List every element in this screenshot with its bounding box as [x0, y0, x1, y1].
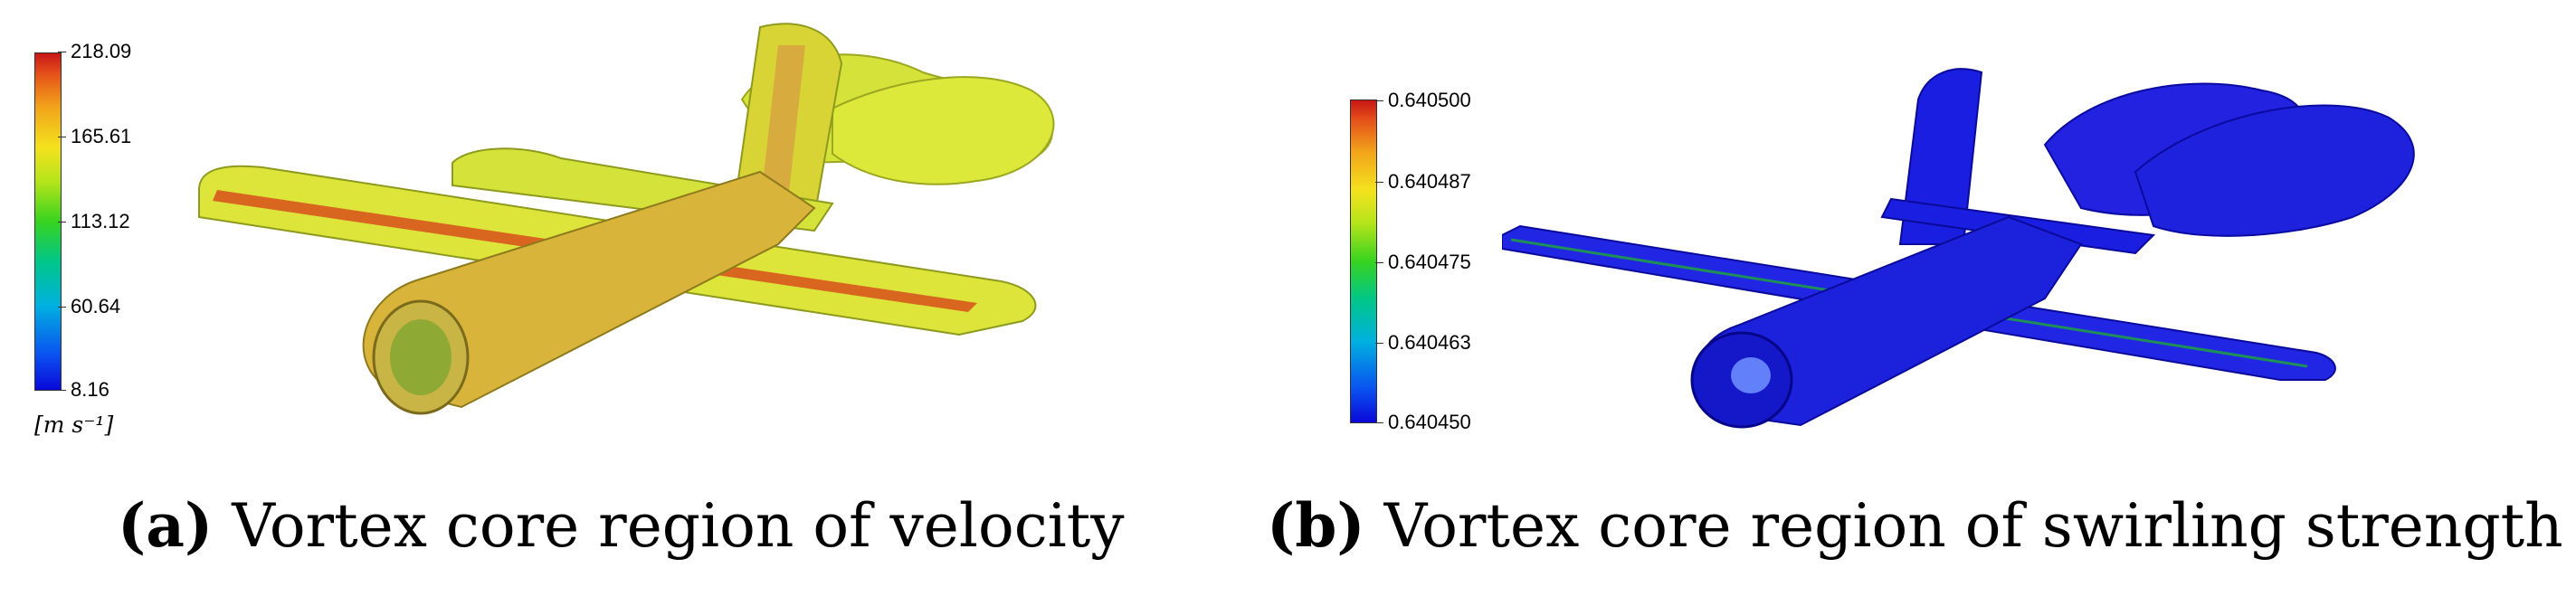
colorbar-unit: [m s⁻¹]	[34, 412, 114, 438]
caption-text: Vortex core region of swirling strength	[1383, 491, 2563, 561]
caption-b: (b) Vortex core region of swirling stren…	[1267, 496, 2563, 556]
caption-text: Vortex core region of velocity	[232, 491, 1125, 561]
aircraft-swirling-strength-isosurface	[1502, 68, 2415, 429]
colorbar-tick: 0.640475	[1375, 251, 1471, 273]
colorbar-tick: 113.12	[58, 210, 130, 232]
aircraft-velocity-isosurface	[198, 23, 1055, 415]
caption-label: (b)	[1267, 490, 1365, 561]
colorbar-tick: 0.640463	[1375, 331, 1471, 354]
colorbar-tick: 8.16	[58, 378, 109, 401]
velocity-colorbar	[34, 52, 62, 391]
colorbar-tick: 0.640500	[1375, 89, 1471, 111]
colorbar-tick: 165.61	[57, 125, 132, 147]
colorbar-tick: 0.640450	[1375, 411, 1471, 433]
colorbar-tick: 218.09	[57, 40, 132, 62]
panel-b: 0.640500 0.640487 0.640475 0.640463 0.64…	[1267, 0, 2576, 606]
caption-a: (a) Vortex core region of velocity	[118, 496, 1125, 556]
panel-a: 218.09 165.61 113.12 60.64 8.16 [m s⁻¹] …	[0, 0, 1267, 606]
colorbar-tick: 60.64	[57, 295, 121, 317]
colorbar-tick: 0.640487	[1375, 170, 1471, 193]
swirling-strength-colorbar	[1350, 99, 1377, 423]
caption-label: (a)	[118, 490, 214, 561]
